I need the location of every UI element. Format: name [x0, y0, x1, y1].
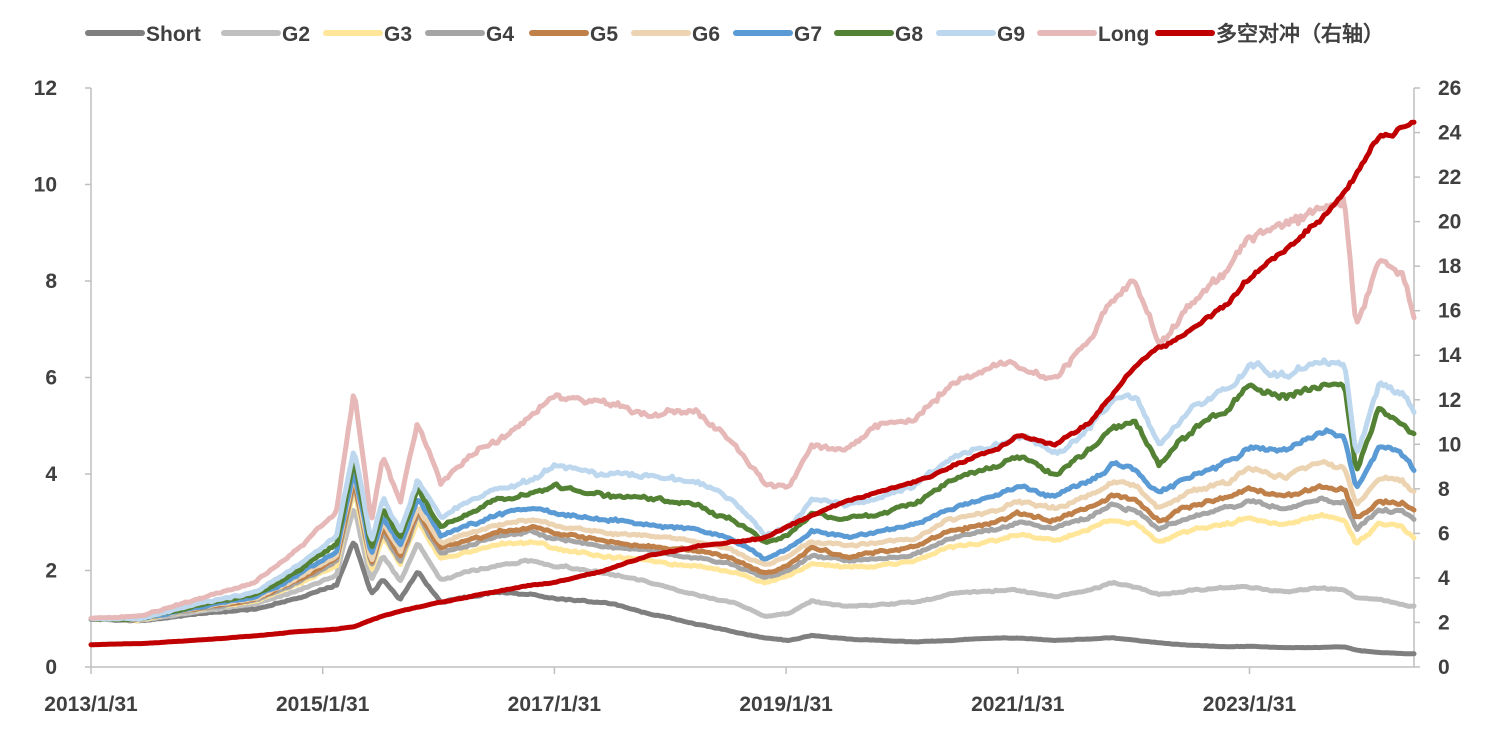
series-line-g3	[88, 490, 1417, 624]
y-left-tick-label: 8	[45, 270, 57, 293]
legend-label: G8	[895, 23, 923, 46]
legend-label: Long	[1098, 23, 1149, 46]
y-right-tick-label: 26	[1438, 77, 1461, 100]
y-right-tick-label: 24	[1438, 122, 1462, 145]
legend-label: G6	[692, 23, 720, 46]
y-right-tick-label: 10	[1438, 433, 1461, 456]
y-left-tick-label: 4	[45, 463, 57, 486]
series-line-g6	[88, 459, 1417, 622]
y-right-tick-label: 12	[1438, 389, 1461, 412]
series-line-g8	[88, 381, 1417, 623]
y-right-tick-label: 8	[1438, 478, 1450, 501]
x-tick-label: 2019/1/31	[739, 693, 833, 716]
y-right-tick-label: 0	[1438, 656, 1450, 679]
legend-label: G5	[590, 23, 618, 46]
series-line-g9	[88, 357, 1417, 622]
y-right-tick-label: 14	[1438, 344, 1462, 367]
y-left-tick-label: 12	[34, 77, 57, 100]
x-tick-label: 2015/1/31	[276, 693, 370, 716]
y-right-tick-label: 2	[1438, 611, 1450, 634]
y-left-tick-label: 2	[45, 560, 57, 583]
x-axis-ticks: 2013/1/31 2015/1/31 2017/1/31 2019/1/31 2021…	[44, 667, 1297, 716]
y-axis-left-ticks: 0 2 4 6 8 10 12	[34, 77, 91, 679]
series-line-g2	[88, 507, 1417, 623]
legend-label: G2	[282, 23, 310, 46]
x-tick-label: 2021/1/31	[971, 693, 1065, 716]
series-line-long	[88, 195, 1417, 621]
y-right-tick-label: 20	[1438, 211, 1461, 234]
series-line-g7	[88, 427, 1417, 622]
chart-legend: Short G2 G3 G4 G5 G6 G7 G8 G9 Long 多空对冲（右轴）	[85, 22, 1384, 46]
series-line-short	[88, 540, 1417, 657]
y-right-tick-label: 4	[1438, 567, 1450, 590]
y-right-tick-label: 22	[1438, 166, 1461, 189]
y-right-tick-label: 18	[1438, 255, 1462, 278]
y-left-tick-label: 0	[45, 656, 57, 679]
y-right-tick-label: 16	[1438, 300, 1461, 323]
series-layer	[88, 119, 1417, 657]
legend-label: G9	[997, 23, 1025, 46]
legend-label: G7	[794, 23, 822, 46]
x-tick-label: 2017/1/31	[508, 693, 602, 716]
legend-label: G4	[486, 23, 514, 46]
legend-label: G3	[384, 23, 412, 46]
y-left-tick-label: 6	[45, 367, 57, 390]
x-tick-label: 2023/1/31	[1203, 693, 1297, 716]
series-line-g5	[88, 482, 1417, 623]
plot-area	[88, 88, 1417, 668]
legend-label: Short	[146, 23, 201, 46]
x-tick-label: 2013/1/31	[44, 693, 138, 716]
y-left-tick-label: 10	[34, 174, 57, 197]
legend-label: 多空对冲（右轴）	[1216, 22, 1384, 46]
series-line-long-short-hedge	[88, 119, 1417, 648]
y-right-tick-label: 6	[1438, 522, 1450, 545]
